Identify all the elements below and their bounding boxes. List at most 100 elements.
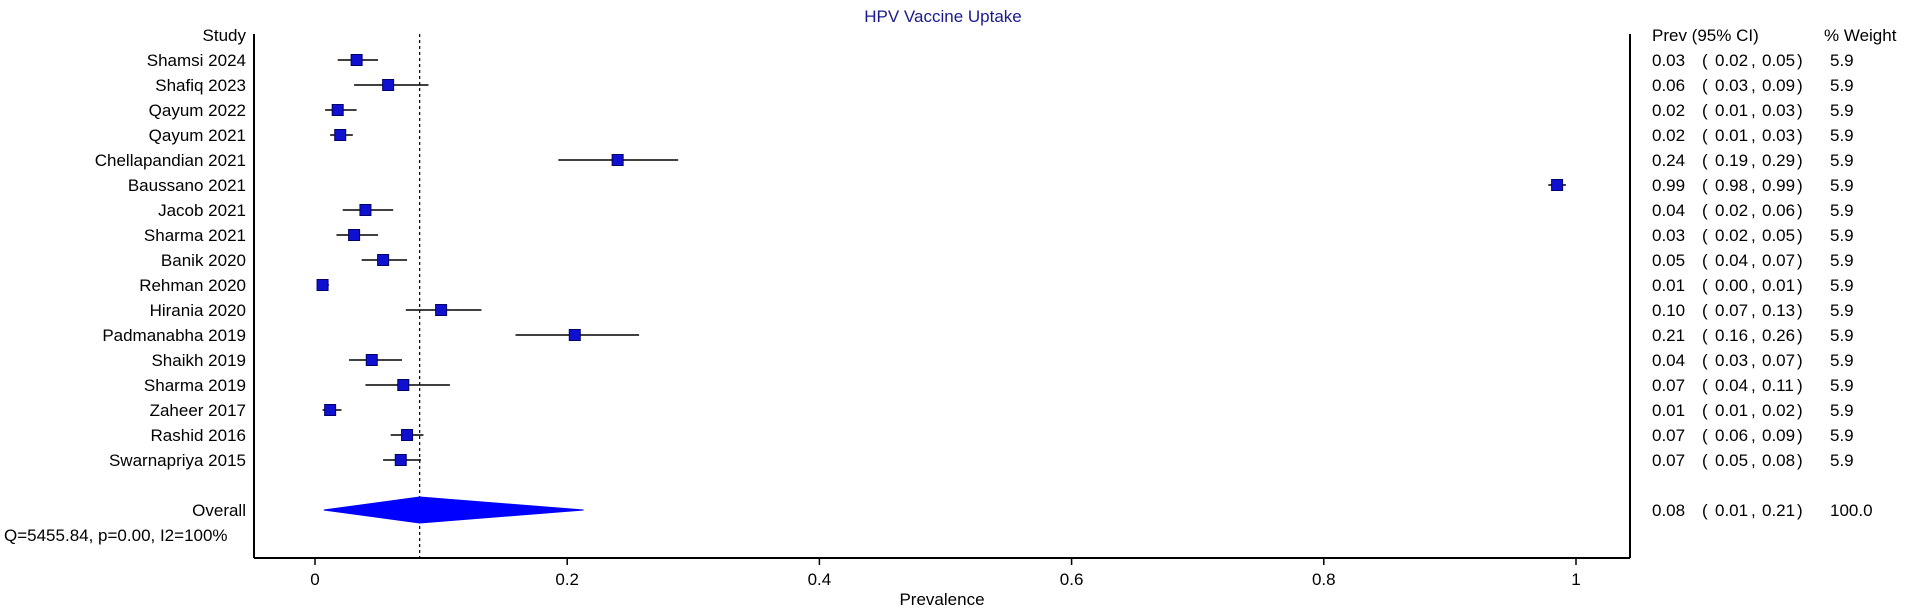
ci-lower: 0.05 <box>1715 451 1748 470</box>
prev-estimate: 0.01 <box>1652 276 1685 295</box>
ci-lower: 0.02 <box>1715 226 1748 245</box>
ci-upper: 0.99 <box>1762 176 1795 195</box>
ci-upper: 0.03 <box>1762 126 1795 145</box>
overall-ci-lower: 0.01 <box>1715 501 1748 520</box>
ci-upper: 0.07 <box>1762 351 1795 370</box>
ci-open-paren: ( <box>1702 201 1708 220</box>
study-weight: 5.9 <box>1830 76 1854 95</box>
ci-comma: , <box>1751 501 1756 520</box>
point-marker <box>1551 179 1564 191</box>
point-marker <box>350 54 363 66</box>
ci-open-paren: ( <box>1702 151 1708 170</box>
ci-open-paren: ( <box>1702 276 1708 295</box>
ci-close-paren: ) <box>1797 51 1803 70</box>
study-name: Jacob 2021 <box>158 201 246 220</box>
ci-close-paren: ) <box>1797 401 1803 420</box>
study-name: Hirania 2020 <box>150 301 246 320</box>
point-marker <box>611 154 624 166</box>
overall-diamond <box>323 496 584 524</box>
study-name: Zaheer 2017 <box>150 401 246 420</box>
ci-close-paren: ) <box>1797 76 1803 95</box>
point-marker <box>401 429 414 441</box>
ci-upper: 0.26 <box>1762 326 1795 345</box>
point-marker <box>365 354 378 366</box>
ci-upper: 0.06 <box>1762 201 1795 220</box>
ci-lower: 0.16 <box>1715 326 1748 345</box>
ci-open-paren: ( <box>1702 301 1708 320</box>
ci-comma: , <box>1751 76 1756 95</box>
ci-close-paren: ) <box>1797 426 1803 445</box>
ci-open-paren: ( <box>1702 401 1708 420</box>
ci-close-paren: ) <box>1797 351 1803 370</box>
ci-upper: 0.29 <box>1762 151 1795 170</box>
study-weight: 5.9 <box>1830 151 1854 170</box>
prev-estimate: 0.21 <box>1652 326 1685 345</box>
prev-estimate: 0.04 <box>1652 201 1685 220</box>
study-name: Chellapandian 2021 <box>95 151 246 170</box>
ci-upper: 0.09 <box>1762 76 1795 95</box>
ci-open-paren: ( <box>1702 326 1708 345</box>
study-weight: 5.9 <box>1830 276 1854 295</box>
study-weight: 5.9 <box>1830 251 1854 270</box>
ci-upper: 0.05 <box>1762 226 1795 245</box>
ci-upper: 0.13 <box>1762 301 1795 320</box>
x-tick-label: 1 <box>1571 570 1580 589</box>
ci-close-paren: ) <box>1797 151 1803 170</box>
prev-estimate: 0.01 <box>1652 401 1685 420</box>
plot-marks <box>316 54 1566 524</box>
ci-open-paren: ( <box>1702 251 1708 270</box>
point-marker <box>324 404 337 416</box>
point-marker <box>435 304 448 316</box>
overall-prev-estimate: 0.08 <box>1652 501 1685 520</box>
prev-estimate: 0.02 <box>1652 101 1685 120</box>
study-name: Padmanabha 2019 <box>102 326 246 345</box>
point-marker <box>316 279 329 291</box>
ci-close-paren: ) <box>1797 326 1803 345</box>
prev-estimate: 0.02 <box>1652 126 1685 145</box>
ci-open-paren: ( <box>1702 101 1708 120</box>
ci-open-paren: ( <box>1702 351 1708 370</box>
ci-lower: 0.98 <box>1715 176 1748 195</box>
ci-lower: 0.06 <box>1715 426 1748 445</box>
study-weight: 5.9 <box>1830 351 1854 370</box>
ci-comma: , <box>1751 401 1756 420</box>
ci-lower: 0.02 <box>1715 201 1748 220</box>
study-name: Banik 2020 <box>161 251 246 270</box>
ci-close-paren: ) <box>1797 101 1803 120</box>
study-name: Sharma 2019 <box>144 376 246 395</box>
ci-open-paren: ( <box>1702 376 1708 395</box>
study-weight: 5.9 <box>1830 451 1854 470</box>
ci-comma: , <box>1751 226 1756 245</box>
ci-open-paren: ( <box>1702 451 1708 470</box>
ci-comma: , <box>1751 251 1756 270</box>
prev-estimate: 0.10 <box>1652 301 1685 320</box>
x-tick-label: 0.4 <box>808 570 832 589</box>
overall-ci-upper: 0.21 <box>1762 501 1795 520</box>
ci-close-paren: ) <box>1797 126 1803 145</box>
ci-comma: , <box>1751 301 1756 320</box>
ci-upper: 0.09 <box>1762 426 1795 445</box>
study-weight: 5.9 <box>1830 101 1854 120</box>
ci-open-paren: ( <box>1702 226 1708 245</box>
x-tick-label: 0.6 <box>1060 570 1084 589</box>
ci-close-paren: ) <box>1797 376 1803 395</box>
ci-comma: , <box>1751 451 1756 470</box>
prev-estimate: 0.03 <box>1652 51 1685 70</box>
prev-estimate: 0.24 <box>1652 151 1685 170</box>
study-name: Sharma 2021 <box>144 226 246 245</box>
study-name: Shamsi 2024 <box>147 51 246 70</box>
ci-upper: 0.05 <box>1762 51 1795 70</box>
weight-column-header: % Weight <box>1824 26 1897 45</box>
study-weight: 5.9 <box>1830 51 1854 70</box>
ci-comma: , <box>1751 201 1756 220</box>
study-name: Qayum 2022 <box>149 101 246 120</box>
point-marker <box>348 229 361 241</box>
point-marker <box>397 379 410 391</box>
ci-comma: , <box>1751 126 1756 145</box>
overall-weight: 100.0 <box>1830 501 1873 520</box>
ci-lower: 0.01 <box>1715 126 1748 145</box>
ci-upper: 0.07 <box>1762 251 1795 270</box>
point-marker <box>331 104 344 116</box>
study-column-header: Study <box>203 26 247 45</box>
